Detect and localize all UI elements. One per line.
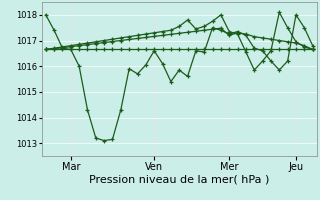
X-axis label: Pression niveau de la mer( hPa ): Pression niveau de la mer( hPa ) [89,174,269,184]
